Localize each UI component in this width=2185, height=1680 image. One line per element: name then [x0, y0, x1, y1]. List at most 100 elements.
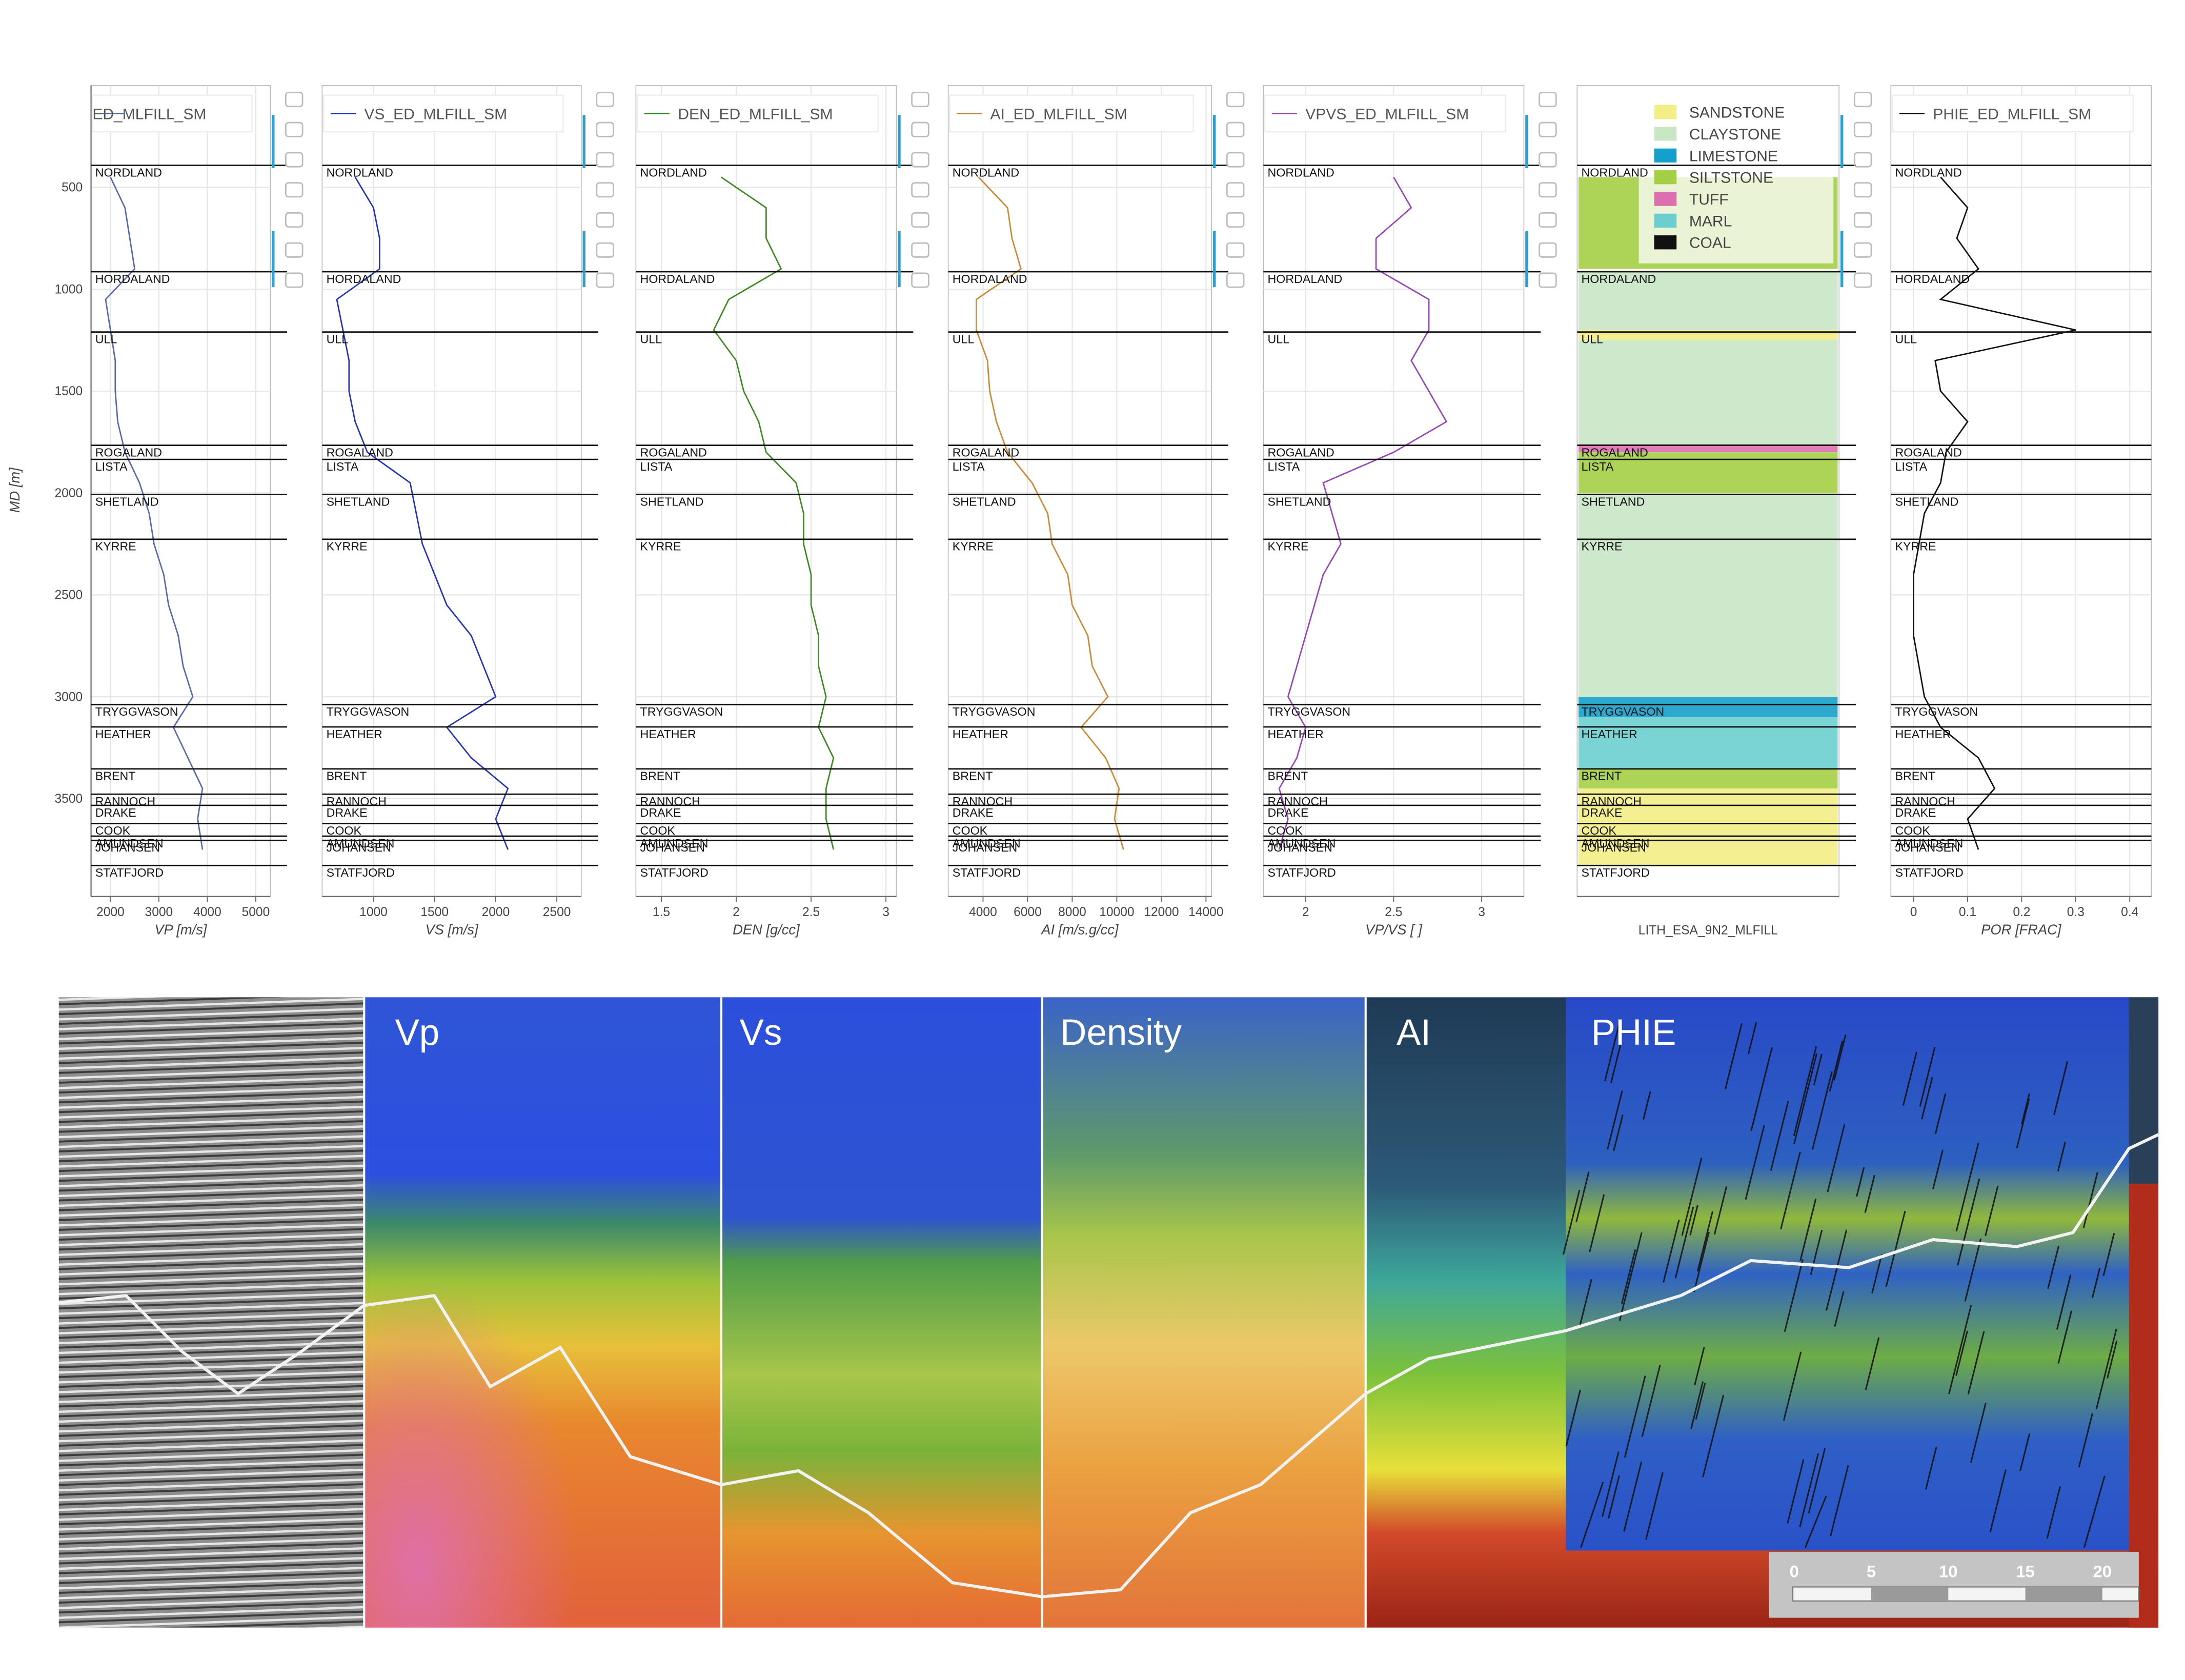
fault-streak	[1674, 1206, 1694, 1279]
toolbar-icon[interactable]	[285, 182, 304, 198]
formation-label: HORDALAND	[953, 272, 1027, 286]
phie-section	[1566, 997, 2129, 1551]
toolbar-icon[interactable]	[1539, 212, 1557, 228]
ai-edge-top	[2129, 997, 2159, 1184]
formation-label: LISTA	[640, 460, 673, 473]
toolbar-icon[interactable]	[596, 92, 615, 108]
toolbar-icon[interactable]	[911, 152, 929, 168]
fault-streak	[2057, 1141, 2066, 1172]
toolbar-icon[interactable]	[1226, 92, 1245, 108]
toolbar-icon[interactable]	[1853, 92, 1872, 108]
lithology-band	[1579, 493, 1838, 697]
fault-streak	[1770, 1101, 1789, 1171]
toolbar-icon[interactable]	[911, 122, 929, 137]
toolbar-icon[interactable]	[596, 182, 615, 198]
toolbar-icon[interactable]	[1226, 152, 1245, 168]
toolbar-icon[interactable]	[1226, 212, 1245, 228]
toolbar-icon[interactable]	[1226, 272, 1245, 288]
toolbar-icon[interactable]	[596, 272, 615, 288]
toolbar-icon[interactable]	[1853, 152, 1872, 168]
toolbar-icon[interactable]	[1853, 212, 1872, 228]
formation-label: LISTA	[1895, 460, 1927, 473]
toolbar-icon[interactable]	[596, 152, 615, 168]
fault-streak	[1663, 1220, 1680, 1283]
formation-label: SHETLAND	[1268, 495, 1331, 508]
fault-streak	[1565, 1389, 1582, 1447]
toolbar-icon[interactable]	[1539, 92, 1557, 108]
fault-streak	[1934, 1093, 1947, 1135]
toolbar-icon[interactable]	[1226, 182, 1245, 198]
formation-label: SHETLAND	[1581, 495, 1645, 508]
fault-streak	[1921, 1077, 1933, 1120]
formation-label: BRENT	[640, 770, 681, 783]
fault-streak	[1780, 1151, 1801, 1229]
formation-label: TRYGGVASON	[640, 705, 723, 718]
fault-streak	[1695, 1383, 1706, 1420]
formation-label: NORDLAND	[640, 166, 707, 179]
toolbar-accent	[1525, 231, 1528, 288]
fault-streak	[1702, 1394, 1725, 1477]
formation-label: DRAKE	[95, 806, 136, 819]
fault-streak	[1811, 1071, 1833, 1150]
toolbar-icon[interactable]	[1226, 122, 1245, 137]
formation-label: DRAKE	[1581, 806, 1622, 819]
fault-streak	[1621, 1249, 1636, 1304]
toolbar-icon[interactable]	[596, 242, 615, 258]
fault-streak	[1932, 1150, 1944, 1189]
toolbar-icon[interactable]	[1539, 242, 1557, 258]
fault-streak	[1833, 1034, 1847, 1081]
toolbar-icon[interactable]	[285, 242, 304, 258]
toolbar-icon[interactable]	[1539, 182, 1557, 198]
toolbar-icon[interactable]	[285, 272, 304, 288]
fault-streak	[1562, 1189, 1581, 1256]
fault-streak	[1689, 1205, 1698, 1236]
toolbar-icon[interactable]	[1226, 242, 1245, 258]
fault-streak	[1827, 1124, 1846, 1192]
toolbar-icon[interactable]	[285, 152, 304, 168]
formation-label: ROGALAND	[640, 446, 707, 459]
toolbar-icon[interactable]	[1853, 122, 1872, 137]
fault-streak	[2053, 1061, 2069, 1116]
formation-label: ROGALAND	[1581, 446, 1648, 459]
fault-streak	[2083, 1475, 2106, 1548]
toolbar-icon[interactable]	[911, 92, 929, 108]
toolbar-icon[interactable]	[911, 242, 929, 258]
formation-label: TRYGGVASON	[1581, 705, 1664, 718]
toolbar-icon[interactable]	[1853, 242, 1872, 258]
toolbar-accent	[272, 115, 275, 168]
toolbar-icon[interactable]	[596, 122, 615, 137]
fault-streak	[1964, 1238, 1982, 1302]
log-track: 1.5 2 2.5 3 DEN [g/cc] DEN_ED_MLFILL_SM NORDLA…	[635, 85, 929, 937]
x-axis-label: VP [m/s]	[154, 921, 208, 937]
lithology-band	[1579, 768, 1838, 788]
toolbar-icon[interactable]	[1539, 272, 1557, 288]
toolbar-icon[interactable]	[911, 272, 929, 288]
toolbar-icon[interactable]	[1539, 152, 1557, 168]
fault-streak	[1799, 1453, 1819, 1527]
formation-label: AMUNDSEN	[1895, 837, 1963, 850]
formation-label: HORDALAND	[1895, 272, 1970, 286]
formation-label: DRAKE	[640, 806, 681, 819]
toolbar-icon[interactable]	[285, 92, 304, 108]
formation-label: NORDLAND	[1895, 166, 1961, 179]
formation-label: JOHANSEN	[1895, 841, 1959, 854]
x-tick-label: 2.5	[1385, 905, 1402, 919]
formation-label: NORDLAND	[327, 166, 393, 179]
density-section	[1042, 997, 1366, 1628]
toolbar-icon[interactable]	[1539, 122, 1557, 137]
toolbar-icon[interactable]	[1853, 272, 1872, 288]
legend-label: LIMESTONE	[1689, 148, 1778, 165]
fault-streak	[1645, 1472, 1664, 1540]
toolbar-icon[interactable]	[596, 212, 615, 228]
scale-label: 20	[2093, 1562, 2112, 1581]
toolbar-icon[interactable]	[285, 212, 304, 228]
lithology-band	[1579, 444, 1838, 453]
toolbar-icon[interactable]	[911, 182, 929, 198]
toolbar-icon[interactable]	[911, 212, 929, 228]
toolbar-icon[interactable]	[285, 122, 304, 137]
x-tick-label: 0.1	[1959, 905, 1976, 919]
formation-label: HORDALAND	[640, 272, 715, 286]
scale-label: 10	[1939, 1562, 1957, 1581]
toolbar-icon[interactable]	[1853, 182, 1872, 198]
